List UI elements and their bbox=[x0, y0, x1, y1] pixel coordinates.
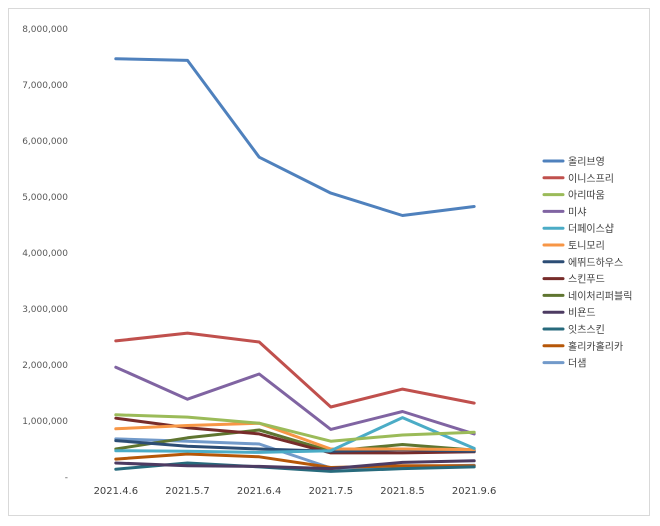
legend-label: 에뛰드하우스 bbox=[568, 256, 623, 269]
x-axis: 2021.4.6 2021.5.7 2021.6.4 2021.7.5 2021.8.5… bbox=[94, 486, 497, 497]
legend-label: 스킨푸드 bbox=[568, 274, 605, 286]
series-line-2 bbox=[114, 413, 476, 443]
legend-label: 올리브영 bbox=[568, 156, 605, 168]
legend-label: 미샤 bbox=[568, 206, 586, 218]
series-line-4 bbox=[114, 416, 476, 454]
series-line-11 bbox=[114, 452, 476, 469]
y-tick-label: 4,000,000 bbox=[22, 249, 68, 259]
y-tick-label: - bbox=[65, 473, 68, 483]
y-tick-label: 7,000,000 bbox=[22, 81, 68, 91]
legend-label: 네이처리퍼블릭 bbox=[568, 290, 632, 302]
y-tick-label: 3,000,000 bbox=[22, 305, 68, 315]
legend-label: 더페이스샵 bbox=[568, 223, 614, 235]
series-lines bbox=[114, 57, 476, 473]
legend-label: 이니스프리 bbox=[568, 173, 614, 185]
x-tick-label: 2021.5.7 bbox=[165, 486, 210, 497]
series-line-0 bbox=[114, 57, 476, 217]
y-tick-label: 8,000,000 bbox=[22, 25, 68, 35]
legend-label: 잇츠스킨 bbox=[568, 324, 605, 336]
legend-label: 더샘 bbox=[568, 358, 586, 370]
legend-label: 비욘드 bbox=[568, 307, 596, 319]
legend-label: 아리따움 bbox=[568, 190, 605, 202]
y-tick-label: 5,000,000 bbox=[22, 193, 68, 203]
y-axis: - 1,000,000 2,000,000 3,000,000 4,000,000 5,0… bbox=[22, 25, 68, 483]
x-tick-label: 2021.8.5 bbox=[380, 486, 425, 497]
legend: 올리브영이니스프리아리따움미샤더페이스샵토니모리에뛰드하우스스킨푸드네이처리퍼블… bbox=[542, 156, 632, 370]
series-line-9 bbox=[114, 459, 476, 471]
legend-label: 홀리카홀리카 bbox=[568, 340, 623, 353]
series-line-8 bbox=[114, 428, 476, 453]
series-line-1 bbox=[114, 331, 476, 409]
x-tick-label: 2021.9.6 bbox=[452, 486, 497, 497]
x-tick-label: 2021.4.6 bbox=[94, 486, 139, 497]
legend-label: 토니모리 bbox=[568, 240, 605, 252]
x-tick-label: 2021.7.5 bbox=[309, 486, 354, 497]
y-tick-label: 1,000,000 bbox=[22, 417, 68, 427]
x-tick-label: 2021.6.4 bbox=[237, 486, 282, 497]
series-line-5 bbox=[114, 421, 476, 452]
y-tick-label: 2,000,000 bbox=[22, 361, 68, 371]
y-tick-label: 6,000,000 bbox=[22, 137, 68, 147]
series-line-3 bbox=[114, 365, 476, 436]
